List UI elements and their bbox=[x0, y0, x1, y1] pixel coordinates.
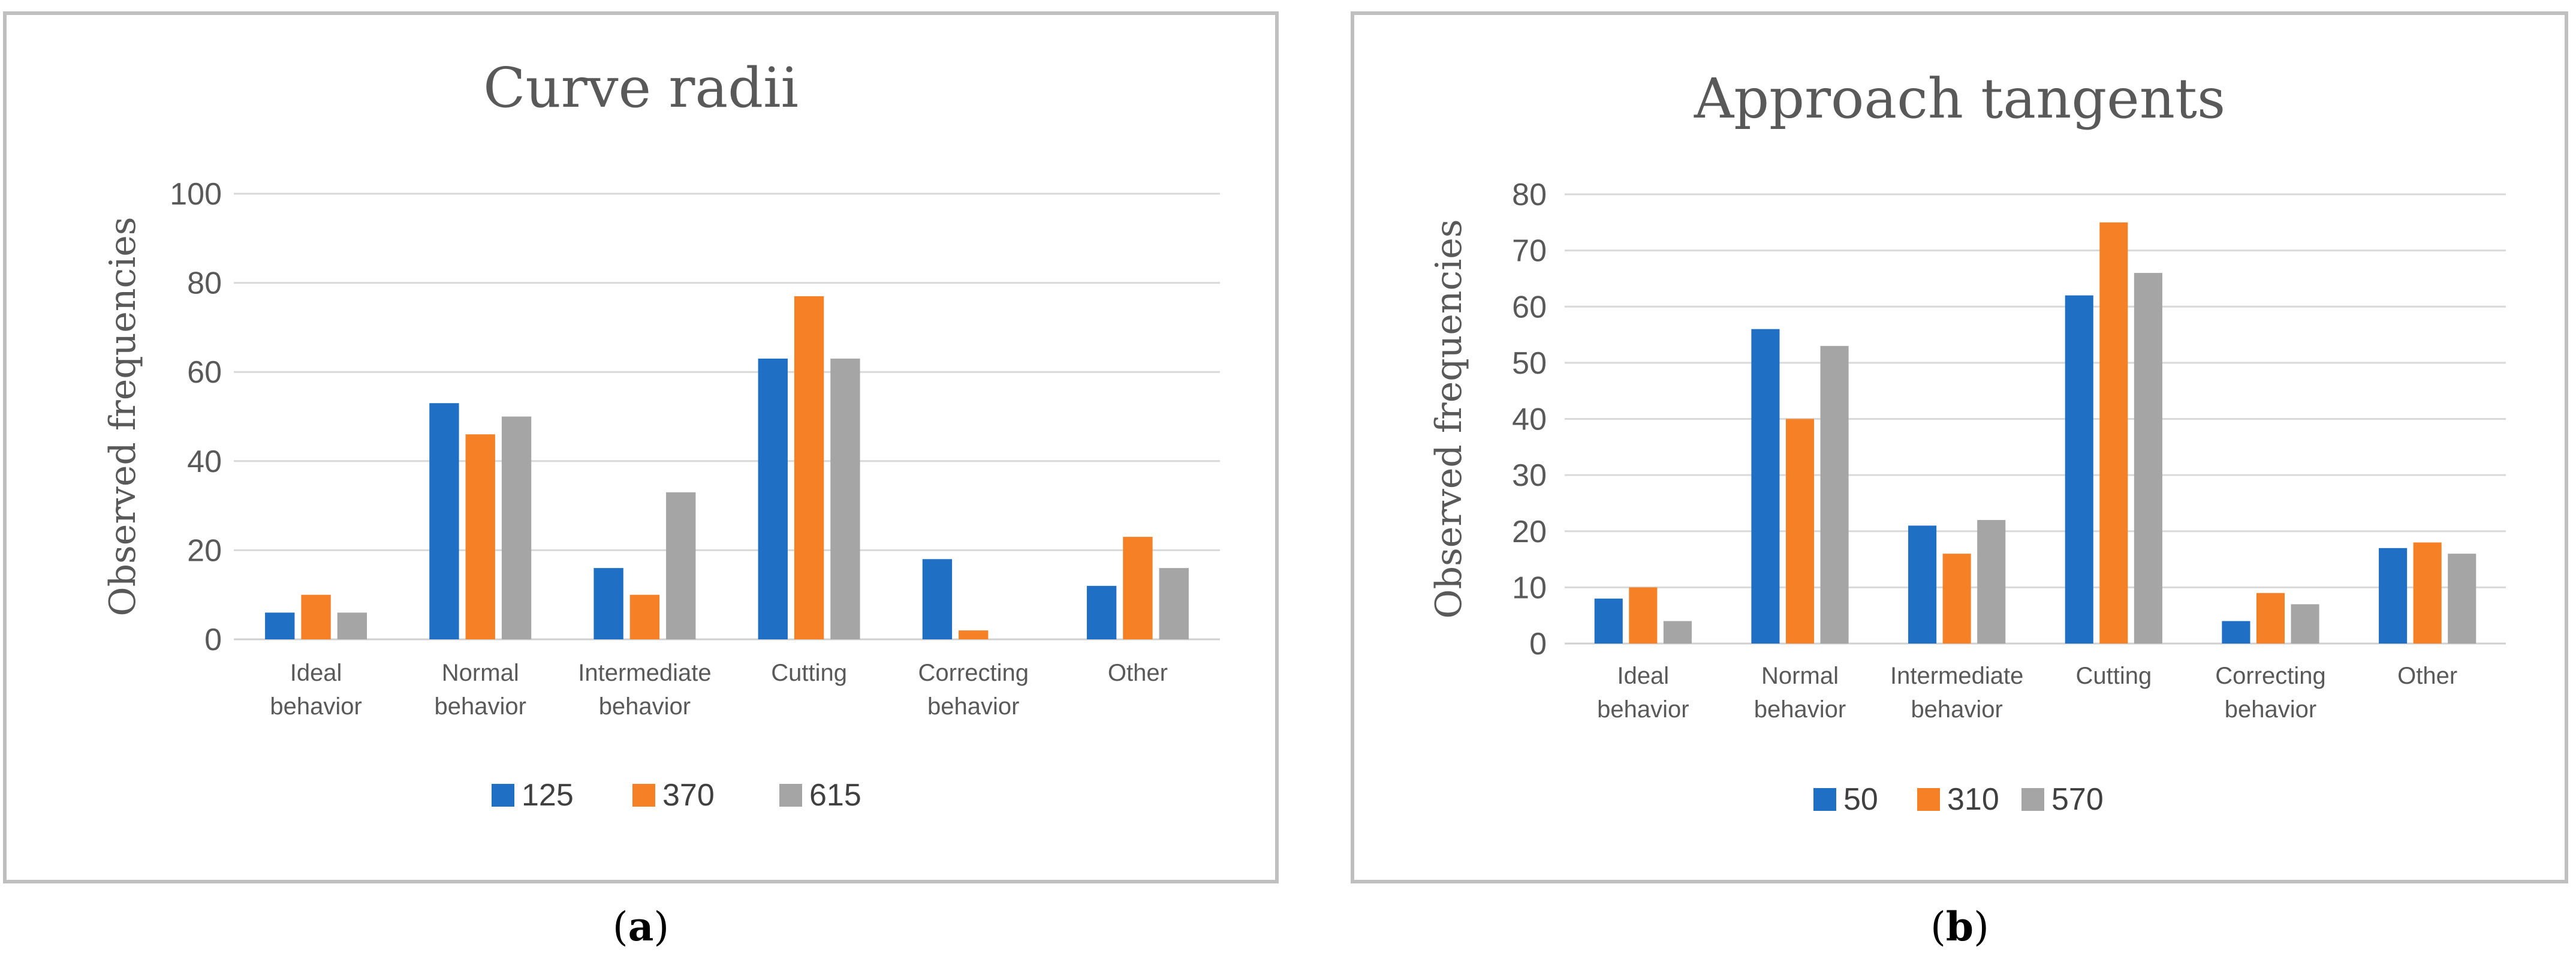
legend-swatch bbox=[632, 784, 655, 807]
chart-a: Curve radii 0 20 40 60 80 100 Observed frequenc… bbox=[3, 11, 1279, 883]
chart-frame bbox=[3, 11, 1279, 883]
legend-swatch bbox=[779, 784, 802, 807]
x-tick-label: behavior bbox=[1754, 696, 1846, 723]
y-tick-label: 10 bbox=[1512, 570, 1547, 605]
bar bbox=[1159, 568, 1189, 639]
panel-label-letter: a bbox=[628, 903, 654, 950]
bar bbox=[593, 568, 623, 639]
legend-label: 370 bbox=[662, 778, 715, 813]
bar bbox=[1629, 587, 1658, 644]
bar bbox=[1977, 520, 2006, 644]
chart-b: Approach tangents 0 10 20 30 40 50 60 70 80 Observ… bbox=[1351, 11, 2568, 883]
bar bbox=[1123, 537, 1153, 639]
legend-swatch bbox=[2021, 788, 2044, 811]
y-tick-label: 40 bbox=[187, 444, 222, 479]
bar bbox=[1663, 621, 1692, 644]
x-tick-label: behavior bbox=[927, 693, 1019, 720]
bar bbox=[1594, 599, 1623, 644]
y-tick-label: 60 bbox=[1512, 290, 1547, 324]
panel-label-open: ( bbox=[613, 904, 628, 950]
legend-label: 50 bbox=[1843, 782, 1878, 817]
bar bbox=[959, 630, 989, 639]
legend-label: 125 bbox=[522, 778, 574, 813]
bar bbox=[2291, 604, 2319, 644]
bar bbox=[830, 358, 860, 639]
legend-swatch bbox=[1917, 788, 1940, 811]
bar bbox=[2448, 554, 2476, 644]
chart-title: Curve radii bbox=[483, 56, 799, 120]
x-tick-label: Cutting bbox=[2075, 663, 2152, 689]
panel-label-close: ) bbox=[653, 904, 669, 950]
bar bbox=[1942, 554, 1971, 644]
bar bbox=[501, 416, 532, 639]
y-tick-label: 30 bbox=[1512, 458, 1547, 493]
x-tick-label: Ideal bbox=[290, 660, 342, 686]
legend-label: 310 bbox=[1947, 782, 1999, 817]
y-tick-label: 80 bbox=[1512, 178, 1547, 212]
bar bbox=[1086, 585, 1117, 639]
y-tick-label: 100 bbox=[170, 177, 222, 212]
x-tick-label: Normal bbox=[442, 660, 519, 686]
x-tick-label: Correcting bbox=[918, 660, 1029, 686]
panel-label-open: ( bbox=[1930, 904, 1946, 950]
bar bbox=[465, 434, 495, 639]
y-tick-label: 70 bbox=[1512, 234, 1547, 269]
x-tick-label: Correcting bbox=[2215, 663, 2326, 689]
y-tick-label: 20 bbox=[187, 533, 222, 568]
panel-label-close: ) bbox=[1974, 904, 1989, 950]
x-tick-label: Normal bbox=[1761, 663, 1839, 689]
bar bbox=[337, 612, 367, 639]
bar bbox=[666, 492, 696, 639]
panel-label-letter: b bbox=[1946, 903, 1974, 950]
bar bbox=[1908, 525, 1937, 644]
bar bbox=[794, 296, 824, 639]
bar bbox=[758, 358, 788, 639]
legend-label: 570 bbox=[2051, 782, 2104, 817]
y-axis-label: Observed frequencies bbox=[102, 217, 144, 616]
bar bbox=[2379, 548, 2408, 644]
bar bbox=[429, 403, 459, 639]
legend-label: 615 bbox=[809, 778, 861, 813]
y-tick-label: 50 bbox=[1512, 346, 1547, 381]
bar bbox=[1820, 345, 1849, 644]
x-tick-label: behavior bbox=[599, 693, 691, 720]
x-tick-label: behavior bbox=[270, 693, 361, 720]
bar bbox=[2065, 295, 2093, 644]
y-axis-label: Observed frequencies bbox=[1428, 219, 1470, 618]
y-tick-label: 20 bbox=[1512, 515, 1547, 549]
bar bbox=[922, 559, 953, 639]
legend-swatch bbox=[1813, 788, 1836, 811]
y-tick-label: 80 bbox=[187, 266, 222, 301]
y-tick-label: 0 bbox=[1529, 627, 1547, 662]
bar bbox=[1751, 329, 1780, 644]
bar bbox=[2222, 621, 2250, 644]
y-tick-label: 40 bbox=[1512, 402, 1547, 437]
bar bbox=[2134, 273, 2162, 644]
chart-frame bbox=[1351, 11, 2568, 883]
chart-title: Approach tangents bbox=[1694, 67, 2225, 131]
x-tick-label: Intermediate bbox=[1890, 663, 2023, 689]
panel-label: (b) bbox=[1930, 903, 1989, 950]
x-tick-label: Ideal bbox=[1617, 663, 1669, 689]
x-tick-label: behavior bbox=[1911, 696, 2002, 723]
bar bbox=[2099, 222, 2128, 644]
bar bbox=[2413, 542, 2442, 644]
x-tick-label: behavior bbox=[2225, 696, 2316, 723]
x-tick-label: Cutting bbox=[771, 660, 847, 686]
panel-label: (a) bbox=[613, 903, 669, 950]
y-tick-label: 60 bbox=[187, 355, 222, 390]
bar bbox=[265, 612, 295, 639]
legend-swatch bbox=[492, 784, 514, 807]
x-tick-label: Intermediate bbox=[578, 660, 711, 686]
bar bbox=[629, 594, 660, 639]
bar bbox=[301, 594, 331, 639]
bar bbox=[1785, 419, 1815, 644]
bar bbox=[2256, 593, 2285, 644]
x-tick-label: behavior bbox=[1597, 696, 1689, 723]
x-tick-label: Other bbox=[1108, 660, 1168, 686]
x-tick-label: Other bbox=[2397, 663, 2457, 689]
x-tick-label: behavior bbox=[435, 693, 526, 720]
y-tick-label: 0 bbox=[204, 623, 222, 657]
